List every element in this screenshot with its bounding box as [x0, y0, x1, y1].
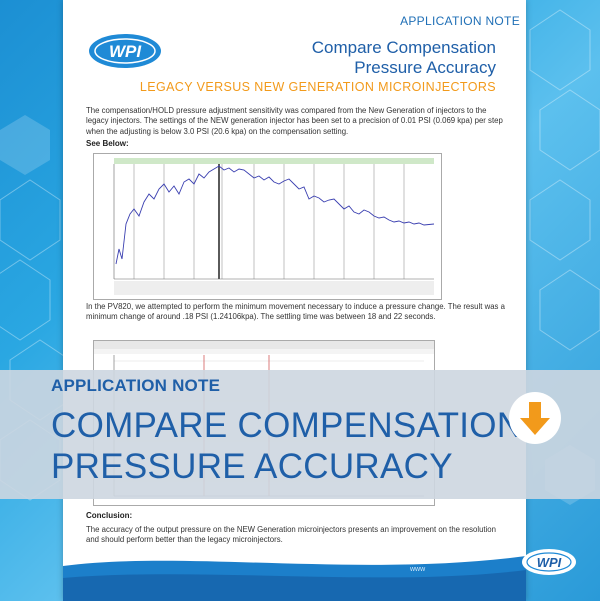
wpi-footer-logo: WPI: [522, 549, 576, 575]
see-below-label: See Below:: [86, 139, 129, 148]
pv820-paragraph: In the PV820, we attempted to perform th…: [86, 302, 505, 322]
intro-paragraph: The compensation/HOLD pressure adjustmen…: [86, 106, 503, 136]
download-arrow-icon: [520, 402, 550, 435]
document-header-label: APPLICATION NOTE: [400, 14, 520, 28]
overlay-banner: [0, 370, 600, 499]
conclusion-paragraph: The accuracy of the output pressure on t…: [86, 525, 496, 545]
svg-text:WPI: WPI: [537, 555, 562, 570]
pressure-chart-new-generation: [93, 153, 442, 300]
footer-url: www: [410, 566, 426, 573]
banner-label: APPLICATION NOTE: [51, 376, 221, 395]
wpi-logo: WPI: [89, 34, 161, 68]
banner-title: COMPARE COMPENSATION PRESSURE ACCURACY: [51, 406, 523, 486]
svg-text:WPI: WPI: [109, 42, 142, 61]
document-title: Compare Compensation Pressure Accuracy: [311, 38, 496, 77]
download-button[interactable]: [509, 392, 561, 444]
footer-wave: [63, 556, 526, 601]
document-page: APPLICATION NOTE WPI Compare Compensatio…: [63, 0, 526, 601]
conclusion-heading: Conclusion:: [86, 511, 133, 520]
document-subtitle: LEGACY VERSUS NEW GENERATION MICROINJECT…: [139, 80, 496, 94]
